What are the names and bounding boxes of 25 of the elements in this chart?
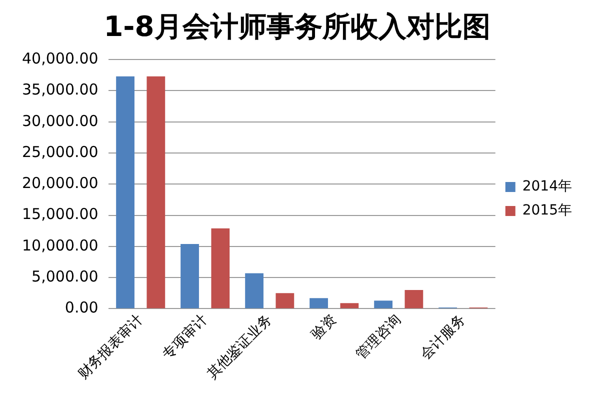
x-tick-label: 会计服务 xyxy=(418,312,469,363)
bar xyxy=(116,76,134,308)
x-tick-label: 专项审计 xyxy=(160,312,210,363)
y-tick-label: 5,000.00 xyxy=(32,267,98,286)
y-tick-label: 30,000.00 xyxy=(22,112,98,130)
bar xyxy=(245,273,264,308)
y-tick-label: 20,000.00 xyxy=(22,174,98,192)
bar xyxy=(310,298,328,308)
bar xyxy=(146,76,166,308)
x-tick-label: 验资 xyxy=(308,312,340,343)
y-tick-label: 15,000.00 xyxy=(22,205,98,224)
bar xyxy=(340,303,359,308)
bar xyxy=(276,293,294,308)
y-tick-label: 25,000.00 xyxy=(22,142,98,161)
chart-title: 1-8月会计师事务所收入对比图 xyxy=(104,10,490,44)
legend-label: 2014年 xyxy=(522,178,572,195)
bar xyxy=(180,244,199,308)
legend-label: 2015年 xyxy=(522,202,572,219)
bar xyxy=(404,290,424,308)
y-tick-label: 40,000.00 xyxy=(22,49,98,68)
bar xyxy=(211,228,230,308)
y-tick-label: 35,000.00 xyxy=(22,80,98,99)
y-tick-label: 10,000.00 xyxy=(22,236,98,254)
bar xyxy=(374,300,392,308)
x-tick-label: 管理咨询 xyxy=(353,312,404,363)
